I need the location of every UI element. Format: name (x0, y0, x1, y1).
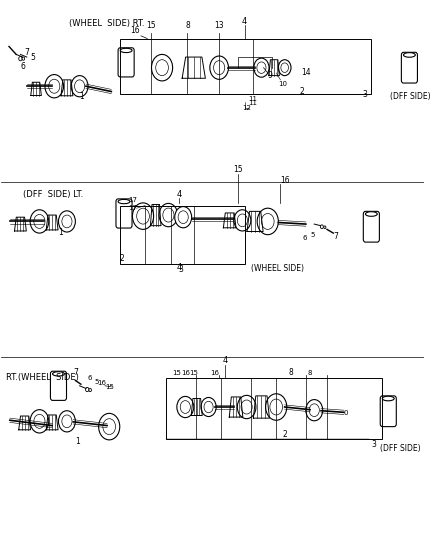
Ellipse shape (120, 49, 132, 53)
Text: 3: 3 (370, 440, 375, 449)
Text: 8: 8 (307, 369, 311, 376)
Text: (DFF  SIDE) LT.: (DFF SIDE) LT. (22, 190, 83, 199)
Text: 1: 1 (58, 228, 63, 237)
Ellipse shape (159, 204, 177, 227)
Text: 15: 15 (146, 21, 156, 30)
Text: 15: 15 (172, 369, 181, 376)
Ellipse shape (99, 414, 120, 440)
Text: 8: 8 (185, 21, 189, 30)
Text: 11: 11 (248, 100, 257, 106)
Ellipse shape (320, 225, 323, 229)
Text: (WHEEL SIDE): (WHEEL SIDE) (250, 264, 303, 272)
Ellipse shape (30, 210, 49, 233)
Ellipse shape (209, 56, 228, 79)
Text: 5: 5 (31, 53, 35, 62)
Text: 16: 16 (97, 380, 106, 386)
Text: 3: 3 (178, 265, 183, 273)
Text: 6: 6 (20, 62, 25, 70)
Ellipse shape (58, 211, 75, 232)
Ellipse shape (45, 75, 64, 98)
Text: 7: 7 (73, 368, 78, 377)
Ellipse shape (403, 53, 414, 57)
Text: 17: 17 (127, 197, 137, 203)
Ellipse shape (30, 410, 49, 433)
Ellipse shape (22, 57, 25, 60)
Text: 2: 2 (119, 254, 124, 263)
Ellipse shape (53, 372, 64, 376)
Text: 4: 4 (223, 357, 228, 366)
Ellipse shape (305, 400, 322, 421)
Text: (DFF SIDE): (DFF SIDE) (379, 444, 420, 453)
Ellipse shape (151, 54, 172, 81)
Ellipse shape (85, 387, 89, 392)
Text: 16: 16 (279, 175, 289, 184)
Ellipse shape (132, 203, 153, 229)
Text: 16: 16 (210, 369, 219, 376)
Text: 10: 10 (277, 80, 286, 86)
Text: 15: 15 (233, 165, 242, 174)
Text: 1: 1 (79, 92, 84, 101)
Text: RT.(WHEEL  SIDE): RT.(WHEEL SIDE) (6, 373, 78, 382)
Text: 12: 12 (242, 106, 251, 111)
Text: 2: 2 (282, 430, 286, 439)
Ellipse shape (177, 397, 193, 418)
Text: 9: 9 (267, 71, 272, 80)
Text: (DFF SIDE): (DFF SIDE) (389, 92, 430, 101)
Text: 7: 7 (24, 48, 29, 57)
Ellipse shape (89, 389, 91, 392)
Ellipse shape (237, 395, 255, 419)
Bar (120, 38, 371, 94)
Text: 6: 6 (88, 375, 92, 381)
Text: 16: 16 (130, 26, 139, 35)
Text: 8: 8 (288, 368, 293, 377)
Text: (WHEEL  SIDE) RT.: (WHEEL SIDE) RT. (69, 19, 144, 28)
Text: 2: 2 (299, 87, 303, 96)
Ellipse shape (364, 212, 376, 216)
Text: 4: 4 (176, 190, 181, 199)
Ellipse shape (323, 226, 325, 229)
Ellipse shape (174, 207, 191, 228)
Ellipse shape (265, 394, 286, 420)
Ellipse shape (19, 56, 22, 61)
Text: 3: 3 (362, 90, 367, 99)
Text: 6: 6 (302, 236, 306, 241)
Text: 14: 14 (300, 68, 310, 77)
Bar (120, 206, 244, 264)
Ellipse shape (58, 411, 75, 432)
Text: 16: 16 (180, 369, 189, 376)
Text: 15: 15 (105, 384, 113, 390)
Text: 11: 11 (248, 96, 257, 102)
Text: 13: 13 (214, 21, 223, 30)
Ellipse shape (233, 210, 250, 231)
Text: 5: 5 (309, 232, 314, 238)
Text: 7: 7 (332, 232, 337, 241)
Text: 4: 4 (241, 17, 247, 26)
Ellipse shape (71, 76, 88, 97)
Text: 5: 5 (94, 378, 99, 384)
Bar (166, 378, 381, 439)
Text: 15: 15 (189, 369, 198, 376)
Ellipse shape (278, 60, 290, 76)
Text: 4: 4 (176, 263, 181, 272)
Text: 1: 1 (75, 437, 80, 446)
Ellipse shape (118, 199, 130, 204)
Text: 17: 17 (127, 205, 137, 211)
Ellipse shape (201, 398, 215, 417)
Ellipse shape (381, 396, 393, 401)
Ellipse shape (257, 208, 278, 235)
Ellipse shape (253, 58, 268, 77)
Text: 0: 0 (343, 410, 347, 416)
